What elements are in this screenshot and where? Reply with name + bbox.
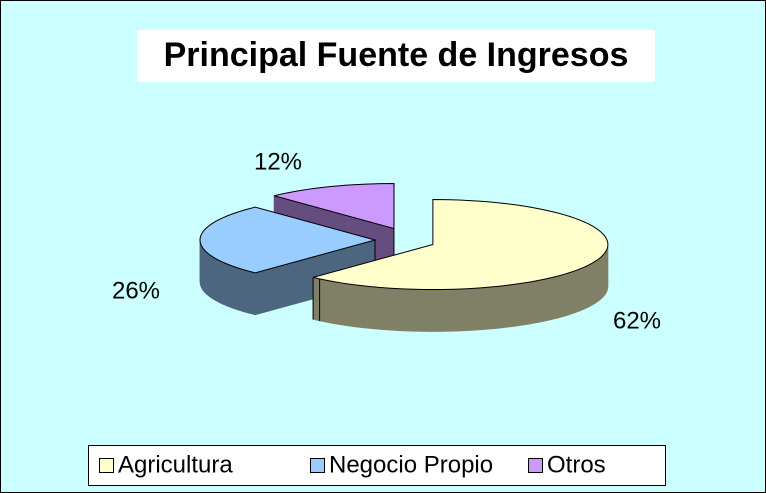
legend-swatch — [310, 458, 325, 473]
legend-label: Negocio Propio — [329, 451, 493, 478]
slice-side — [583, 264, 589, 310]
slice-top — [312, 199, 609, 291]
slice-side — [557, 274, 564, 319]
slice-side — [237, 267, 244, 313]
slice-side — [380, 287, 390, 331]
slice — [312, 199, 609, 332]
slice-side — [340, 282, 349, 327]
slice-side — [227, 263, 233, 309]
slice-side — [600, 253, 604, 300]
slice-side — [574, 268, 580, 314]
legend-label: Otros — [547, 451, 606, 478]
slice-side — [397, 288, 407, 332]
data-label: 12% — [254, 148, 302, 175]
slice-side — [405, 288, 415, 332]
slice-side — [499, 284, 509, 329]
slice-side — [591, 260, 596, 306]
slice-side — [588, 262, 593, 308]
slice-side — [214, 257, 220, 303]
slice-side — [348, 283, 357, 328]
legend — [88, 445, 666, 486]
slice-side — [466, 287, 476, 332]
slice-side — [232, 265, 238, 311]
slice-side — [388, 287, 398, 331]
legend-label: Agricultura — [118, 451, 233, 478]
slice-side — [569, 270, 575, 316]
slice-side — [507, 283, 517, 328]
slice-side — [551, 275, 559, 321]
slice-side — [218, 259, 224, 305]
chart-title: Principal Fuente de Ingresos — [164, 36, 629, 74]
slice-side — [537, 278, 546, 323]
slice-side — [523, 281, 532, 326]
slice-top — [199, 206, 377, 274]
slice-side — [363, 285, 373, 330]
slice — [199, 206, 377, 316]
slice-side — [208, 253, 213, 299]
slice-side — [211, 255, 216, 301]
title-box — [137, 30, 655, 82]
slice-side — [491, 285, 501, 330]
slice-side — [530, 280, 539, 325]
slice-side — [319, 278, 327, 323]
slice-side — [242, 269, 250, 314]
slice-side — [515, 282, 524, 327]
slice-side — [423, 289, 433, 332]
slice-side — [544, 277, 552, 322]
slice-side — [326, 279, 334, 324]
slice-side — [333, 281, 342, 326]
slice-side — [475, 287, 485, 331]
slice-side — [595, 258, 599, 304]
data-label: 62% — [613, 307, 661, 334]
slice-side — [206, 251, 210, 297]
slice-side — [355, 284, 365, 329]
slice-side — [483, 286, 493, 330]
slice-side — [563, 272, 570, 317]
slice-side — [598, 256, 602, 302]
data-label: 26% — [112, 277, 160, 304]
slice-side — [431, 289, 442, 332]
slice-side — [204, 249, 207, 295]
slice-side — [579, 266, 585, 312]
legend-swatch — [528, 458, 543, 473]
slice-side — [440, 289, 450, 332]
slice-side — [457, 288, 468, 332]
slice-side — [414, 288, 424, 332]
slice-side — [312, 276, 320, 322]
legend-swatch — [99, 458, 114, 473]
slice-side — [371, 286, 381, 330]
slice-top — [274, 183, 395, 230]
slice-side — [248, 270, 256, 316]
slice-side — [222, 261, 228, 307]
slice-side — [449, 288, 459, 332]
